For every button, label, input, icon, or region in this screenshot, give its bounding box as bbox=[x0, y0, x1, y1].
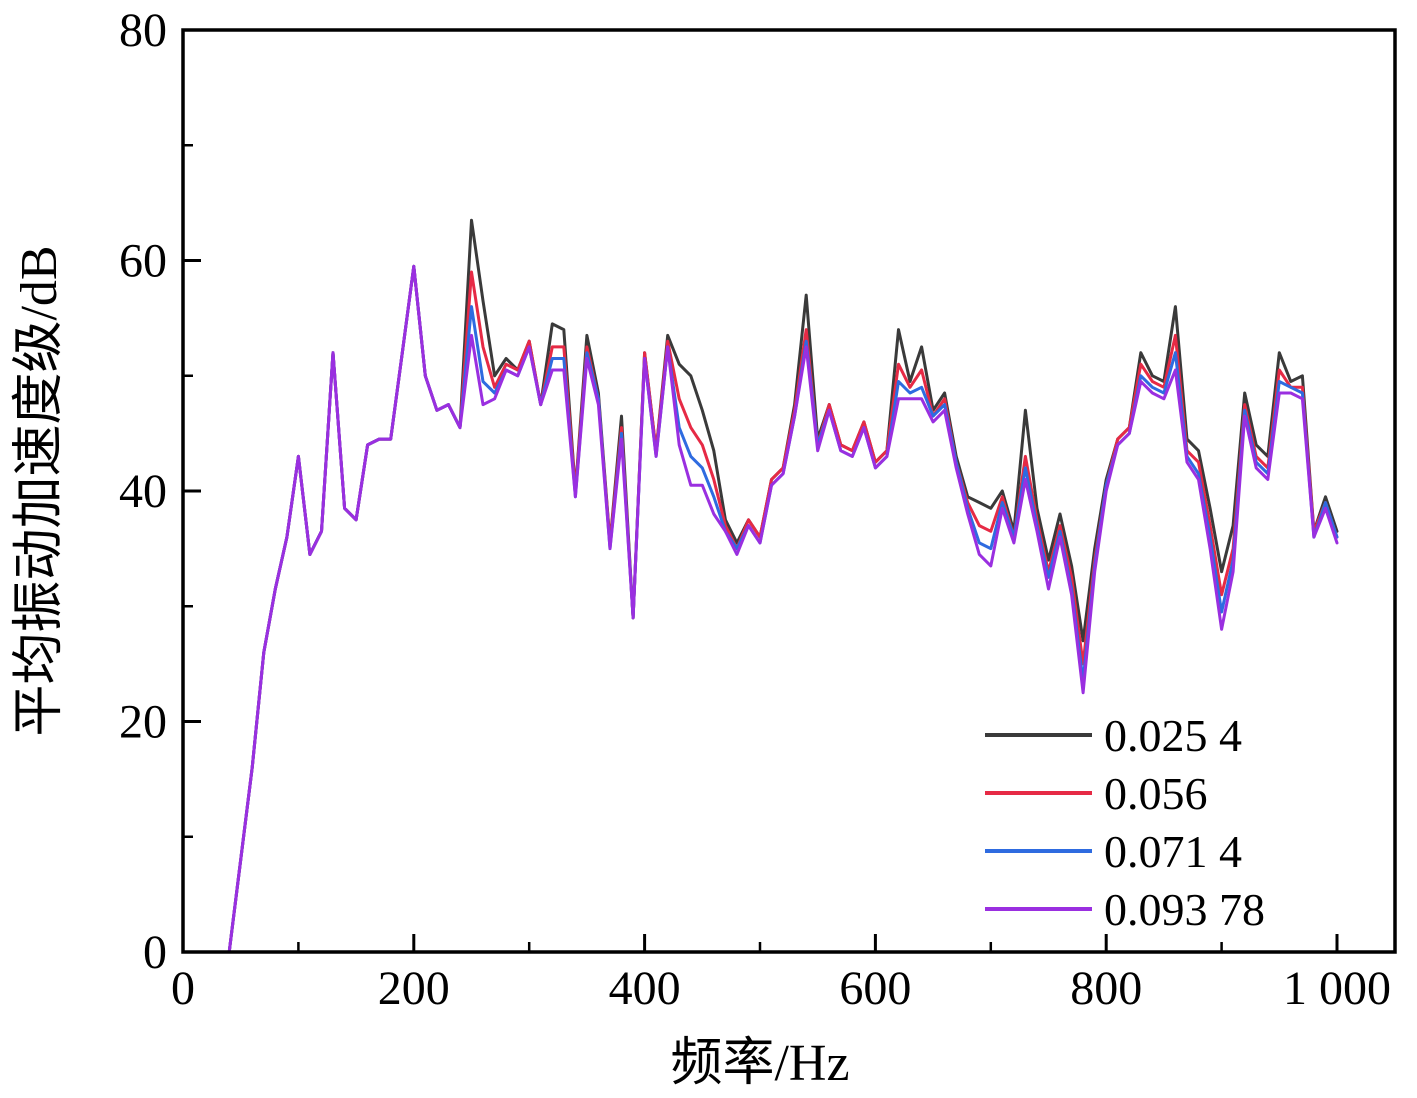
legend-label-2: 0.071 4 bbox=[1104, 826, 1242, 877]
y-tick-label: 20 bbox=[119, 696, 167, 749]
series-layer bbox=[227, 218, 1339, 954]
series-line-3 bbox=[227, 264, 1339, 954]
axis-layer: 0 200 400 600 800 1 000 0 20 40 60 80 bbox=[119, 4, 1397, 1015]
y-axis-title: 平均振动加速度级/dB bbox=[11, 245, 68, 736]
y-tick-label: 60 bbox=[119, 235, 167, 288]
x-tick-label: 1 000 bbox=[1283, 962, 1391, 1015]
x-tick-label: 600 bbox=[839, 962, 911, 1015]
y-tick-label: 0 bbox=[143, 926, 167, 979]
legend-label-3: 0.093 78 bbox=[1104, 884, 1265, 935]
legend-label-1: 0.056 bbox=[1104, 768, 1208, 819]
x-tick-label: 800 bbox=[1070, 962, 1142, 1015]
x-tick-label: 400 bbox=[609, 962, 681, 1015]
y-tick-label: 80 bbox=[119, 4, 167, 57]
chart-legend: 0.025 4 0.056 0.071 4 0.093 78 bbox=[985, 710, 1265, 935]
x-tick-label: 0 bbox=[171, 962, 195, 1015]
x-axis-title: 频率/Hz bbox=[670, 1035, 849, 1092]
y-tick-label: 40 bbox=[119, 465, 167, 518]
legend-label-0: 0.025 4 bbox=[1104, 710, 1242, 761]
plot-frame bbox=[181, 28, 1397, 954]
x-tick-label: 200 bbox=[378, 962, 450, 1015]
